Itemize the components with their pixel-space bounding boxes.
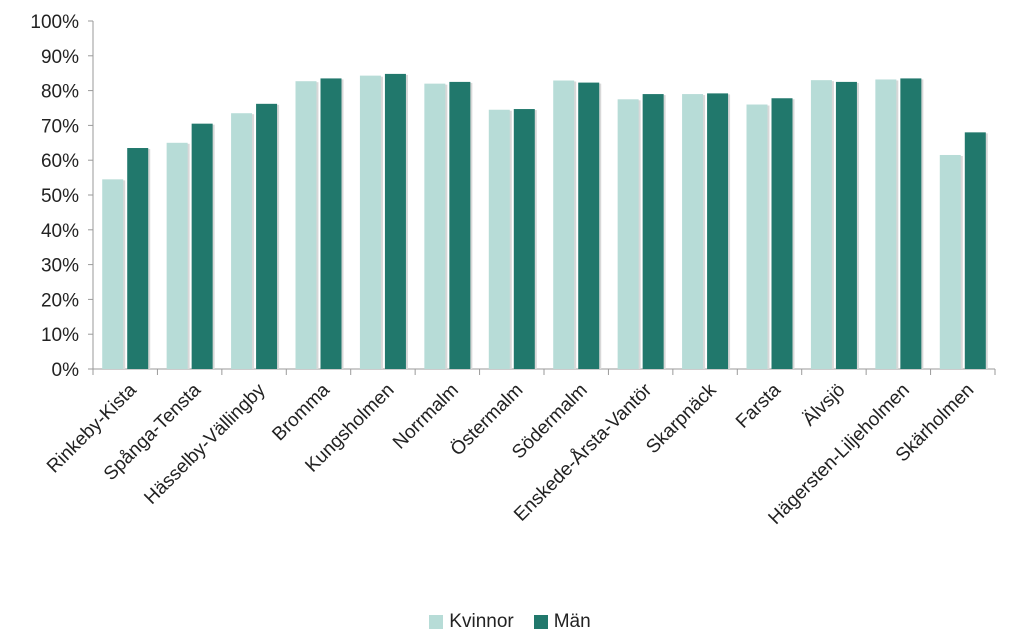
category-label: Skarpnäck — [642, 379, 721, 458]
y-tick-label: 80% — [41, 82, 79, 103]
y-tick-label: 60% — [41, 151, 79, 172]
y-tick-label: 100% — [30, 12, 79, 33]
bar-kvinnor — [617, 99, 639, 370]
category-label: Farsta — [732, 379, 785, 432]
bar-kvinnor — [553, 80, 575, 370]
bar-kvinnor — [424, 83, 446, 369]
bar-man — [578, 82, 600, 369]
bar-man — [513, 109, 535, 369]
bar-kvinnor — [810, 80, 832, 369]
bar-kvinnor — [746, 104, 768, 370]
bar-man — [256, 103, 278, 369]
bar-chart: 0% 10% 20% 30% 40% 50% 60% 70% 80% 90% 100% Rinkeb… — [30, 12, 996, 529]
bar-man — [900, 78, 922, 370]
legend-label-kvinnor: Kvinnor — [449, 611, 514, 632]
bar-kvinnor — [359, 75, 381, 370]
bar-man — [384, 73, 406, 370]
legend: Kvinnor Män — [0, 611, 1020, 633]
bar-man — [449, 81, 471, 370]
y-tick-label: 10% — [41, 325, 79, 346]
bar-kvinnor — [231, 113, 253, 369]
bar-man — [964, 132, 986, 369]
category-label: Hässelby-Vällingby — [141, 379, 270, 508]
bar-man — [771, 98, 793, 370]
bar-man — [320, 78, 342, 370]
bar-man — [642, 94, 664, 369]
bar-man — [127, 148, 149, 369]
category-label: Bromma — [268, 379, 334, 445]
bar-man — [191, 123, 213, 369]
legend-item-kvinnor: Kvinnor — [429, 611, 514, 633]
bar-kvinnor — [102, 179, 124, 369]
labels: Rinkeby-KistaSpånga-TenstaHässelby-Välli… — [43, 379, 978, 529]
legend-swatch-kvinnor — [429, 615, 444, 629]
bar-kvinnor — [295, 81, 317, 369]
legend-swatch-man — [533, 615, 548, 629]
axes: 0% 10% 20% 30% 40% 50% 60% 70% 80% 90% 100% — [30, 12, 996, 381]
bar-kvinnor — [166, 142, 188, 369]
bar-kvinnor — [682, 94, 704, 369]
y-tick-label: 70% — [41, 116, 79, 137]
bar-kvinnor — [875, 79, 897, 370]
bar-man — [835, 81, 857, 370]
bar-kvinnor — [488, 109, 510, 370]
y-tick-label: 30% — [41, 256, 79, 277]
bar-kvinnor — [939, 154, 961, 369]
y-tick-label: 50% — [41, 186, 79, 207]
y-tick-label: 40% — [41, 221, 79, 242]
legend-item-man: Män — [533, 611, 591, 633]
legend-label-man: Män — [553, 611, 591, 632]
bar-man — [707, 93, 729, 369]
y-tick-label: 0% — [52, 360, 80, 381]
y-tick-label: 20% — [41, 290, 79, 311]
category-label: Älvsjö — [799, 380, 850, 431]
bars — [102, 73, 988, 370]
y-tick-label: 90% — [41, 47, 79, 68]
